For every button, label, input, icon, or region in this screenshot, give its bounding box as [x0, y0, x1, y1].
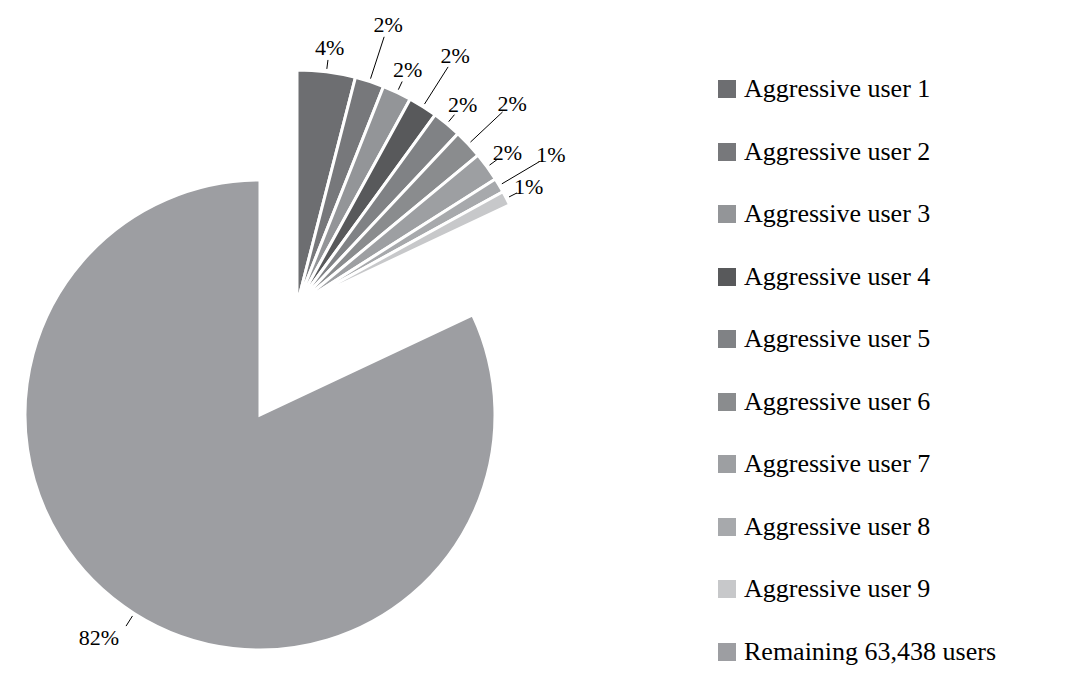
html-text:Aggressive user 2: Aggressive user 2	[744, 136, 931, 166]
html-text:Aggressive user 4: Aggressive user 4	[744, 261, 931, 291]
svg-text:82%: 82%	[79, 625, 119, 650]
svg-text:2%: 2%	[497, 91, 526, 116]
html-text:Aggressive user 1: Aggressive user 1	[744, 74, 931, 104]
svg-text:2%: 2%	[393, 57, 422, 82]
html-text:Aggressive user 6: Aggressive user 6	[744, 386, 931, 416]
html-text:Aggressive user 5: Aggressive user 5	[744, 324, 931, 354]
svg-text:1%: 1%	[536, 142, 565, 167]
svg-text:2%: 2%	[448, 92, 477, 117]
svg-text:4%: 4%	[315, 35, 344, 60]
html-text:Aggressive user 9: Aggressive user 9	[744, 574, 931, 604]
svg-text:2%: 2%	[493, 140, 522, 165]
html-text:Aggressive user 3: Aggressive user 3	[744, 199, 931, 229]
svg-text:1%: 1%	[514, 174, 543, 199]
html-text:Aggressive user 7: Aggressive user 7	[744, 449, 931, 479]
svg-text:2%: 2%	[440, 43, 469, 68]
html-text:Aggressive user 8: Aggressive user 8	[744, 511, 931, 541]
svg-text:2%: 2%	[373, 12, 402, 37]
html-text:Remaining 63,438 users: Remaining 63,438 users	[744, 636, 996, 666]
